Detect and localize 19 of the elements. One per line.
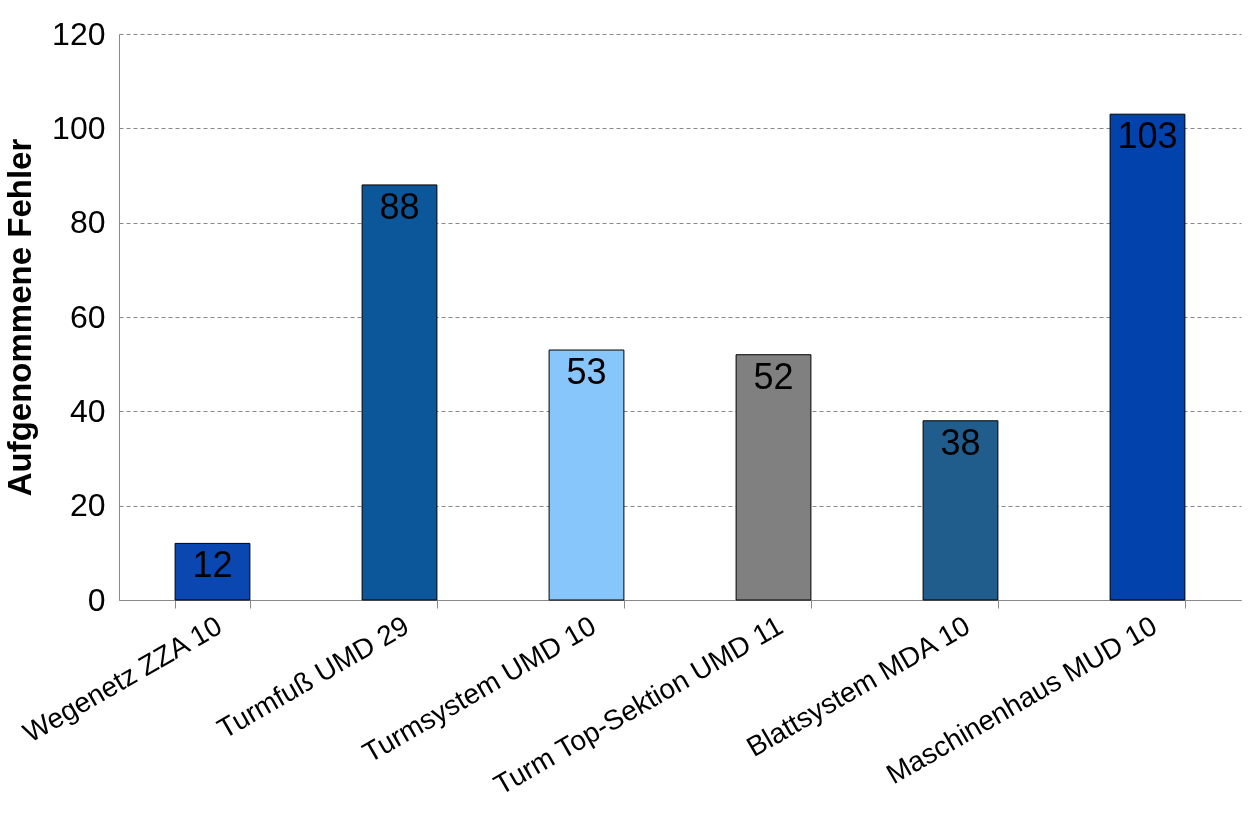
data-label: 52 xyxy=(753,355,794,397)
data-label: 38 xyxy=(940,421,981,463)
bar xyxy=(174,542,251,601)
data-label: 12 xyxy=(192,544,233,586)
bar xyxy=(548,349,625,601)
data-label: 88 xyxy=(379,185,420,227)
y-tick-label: 20 xyxy=(69,487,106,524)
y-tick-label: 100 xyxy=(52,109,106,146)
y-tick-label: 80 xyxy=(69,204,106,241)
bar xyxy=(1109,113,1186,601)
bar xyxy=(361,184,438,601)
y-axis-title: Aufgenommene Fehler xyxy=(1,138,39,497)
y-tick-label: 120 xyxy=(52,15,106,52)
bar xyxy=(922,420,999,601)
data-label: 53 xyxy=(566,351,607,393)
y-tick-label: 40 xyxy=(69,392,106,429)
data-label: 103 xyxy=(1117,115,1178,157)
y-tick-label: 0 xyxy=(87,581,106,618)
y-tick-label: 60 xyxy=(69,298,106,335)
